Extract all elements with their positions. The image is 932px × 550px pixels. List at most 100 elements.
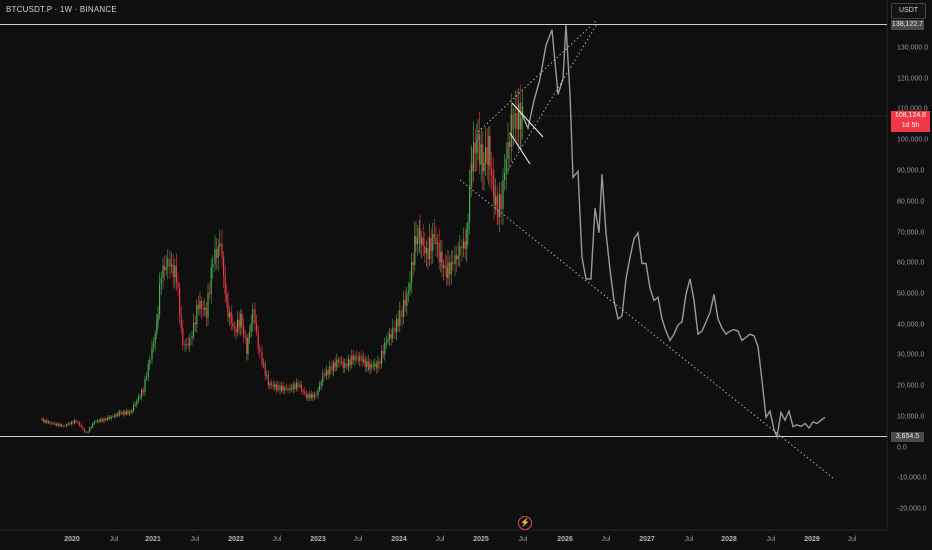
candle-body	[233, 326, 235, 329]
candle-body	[117, 413, 119, 416]
time-axis-label: 2024	[391, 536, 407, 543]
candle-body	[122, 411, 124, 415]
candle-body	[471, 164, 473, 172]
candle-body	[59, 424, 61, 426]
candle-body	[164, 265, 166, 270]
candle-body	[497, 209, 499, 217]
time-axis-label: Jul	[190, 536, 200, 543]
candle-body	[427, 247, 429, 260]
candle-body	[235, 328, 237, 333]
candle-body	[49, 421, 51, 424]
candle-body	[92, 423, 94, 428]
candle-body	[312, 393, 314, 398]
candle-body	[112, 416, 114, 418]
candle-body	[263, 363, 265, 365]
candle-body	[216, 249, 218, 259]
candle-body	[390, 333, 392, 339]
candle-body	[136, 400, 138, 405]
currency-button[interactable]: USDT	[891, 3, 926, 19]
time-axis-label: Jul	[684, 536, 694, 543]
candle-body	[518, 103, 520, 130]
candle-body	[374, 363, 376, 367]
candle-body	[287, 388, 289, 391]
channel-upper-line	[477, 19, 598, 133]
candle-body	[119, 412, 121, 414]
candle-body	[284, 387, 286, 391]
candle-body	[134, 404, 136, 406]
candle-body	[57, 423, 59, 426]
candle-body	[457, 255, 459, 260]
candle-body	[495, 195, 497, 206]
candle-body	[500, 194, 502, 209]
candle-body	[382, 350, 384, 355]
candle-body	[238, 319, 240, 328]
candle-body	[414, 235, 416, 265]
candle-body	[279, 385, 281, 391]
candle-body	[348, 359, 350, 368]
time-axis-label: Jul	[353, 536, 363, 543]
price-axis-label: 50,000.0	[897, 290, 925, 298]
candle-body	[156, 322, 158, 334]
candle-body	[274, 384, 276, 388]
candle-body	[64, 425, 66, 427]
candle-body	[364, 359, 366, 367]
candle-body	[447, 262, 449, 278]
candle-body	[396, 318, 398, 333]
candle-body	[474, 142, 476, 153]
candle-body	[52, 423, 54, 425]
candle-body	[392, 327, 394, 339]
candle-body	[387, 339, 389, 342]
candle-body	[171, 264, 173, 267]
candle-body	[424, 245, 426, 254]
candle-body	[72, 421, 74, 424]
candle-body	[154, 333, 156, 344]
candle-body	[186, 343, 188, 345]
candle-body	[98, 420, 100, 422]
candle-body	[89, 427, 91, 432]
price-axis-label: 130,000.0	[897, 44, 929, 52]
candle-body	[240, 314, 242, 328]
candle-body	[326, 370, 328, 376]
candle-body	[509, 142, 511, 148]
candle-body	[477, 133, 479, 141]
candle-body	[69, 423, 71, 425]
candle-body	[520, 118, 522, 130]
candle-body	[83, 428, 85, 432]
price-axis-label: 40,000.0	[897, 321, 925, 329]
candle-body	[488, 136, 490, 165]
candle-body	[162, 265, 164, 278]
price-axis-label: -20,000.0	[897, 505, 927, 513]
candle-body	[272, 384, 274, 388]
candle-body	[450, 261, 452, 275]
candle-body	[307, 394, 309, 398]
candle-body	[356, 356, 358, 358]
candle-body	[149, 359, 151, 365]
price-axis-label: 20,000.0	[897, 382, 925, 390]
candle-body	[433, 234, 435, 238]
candle-body	[342, 361, 344, 368]
symbol-title[interactable]: BTCUSDT.P · 1W · BINANCE	[6, 5, 117, 14]
candle-body	[223, 257, 225, 276]
candle-body	[519, 103, 521, 130]
tradingview-lightning-icon[interactable]: ⚡	[518, 516, 532, 530]
candle-body	[349, 359, 351, 365]
candle-body	[153, 343, 155, 348]
candle-body	[479, 133, 481, 165]
candle-body	[264, 363, 266, 376]
candle-body	[169, 258, 171, 267]
candle-body	[75, 420, 77, 422]
candle-body	[409, 282, 411, 292]
candle-body	[493, 185, 495, 206]
candle-body	[404, 299, 406, 306]
time-axis-label: Jul	[518, 536, 528, 543]
candle-body	[44, 420, 46, 422]
candle-body	[106, 419, 108, 420]
candle-countdown: 1d 5h	[901, 122, 920, 129]
candle-body	[197, 305, 199, 310]
candle-body	[202, 308, 204, 310]
candle-body	[456, 255, 458, 260]
candle-body	[399, 310, 401, 326]
candle-body	[144, 378, 146, 393]
candle-body	[141, 390, 143, 397]
